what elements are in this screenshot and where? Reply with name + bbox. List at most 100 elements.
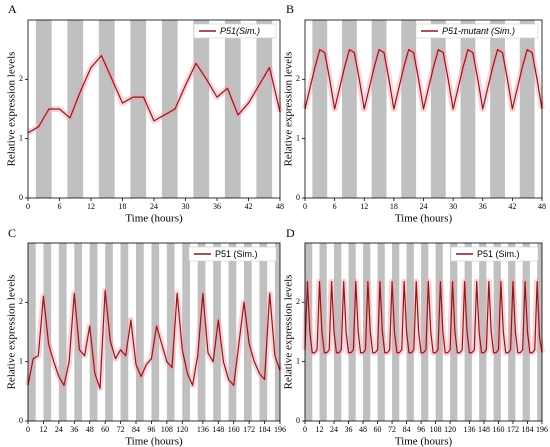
dark-period	[224, 20, 241, 198]
dark-period	[89, 243, 98, 421]
x-tick-label: 48	[276, 202, 284, 211]
x-tick-label: 18	[390, 202, 398, 211]
y-tick-label: 1	[296, 133, 300, 142]
y-tick-label: 2	[19, 297, 23, 306]
x-tick-label: 84	[403, 425, 411, 434]
dark-period	[197, 243, 206, 421]
y-tick-label: 2	[296, 297, 300, 306]
x-tick-label: 148	[212, 425, 224, 434]
y-tick-label: 0	[19, 416, 23, 425]
x-tick-label: 6	[333, 202, 337, 211]
y-axis-label: Relative expression levels	[283, 52, 295, 167]
dark-period	[334, 243, 342, 421]
y-tick-label: 2	[19, 74, 23, 83]
axes-frame	[304, 19, 543, 199]
x-tick-label: 184	[259, 425, 271, 434]
x-tick-label: 160	[228, 425, 240, 434]
dark-period	[319, 243, 327, 421]
y-tick-label: 1	[19, 133, 23, 142]
dark-period	[130, 20, 147, 198]
x-tick-label: 136	[197, 425, 209, 434]
series-line	[27, 289, 281, 389]
dark-period	[161, 20, 178, 198]
dark-period	[28, 243, 36, 421]
x-tick-label: 42	[508, 202, 516, 211]
dark-period	[35, 20, 52, 198]
panel-label: A	[8, 2, 17, 16]
dark-period	[98, 20, 115, 198]
x-tick-label: 24	[420, 202, 428, 211]
x-tick-label: 24	[150, 202, 158, 211]
dark-period	[464, 243, 472, 421]
y-axis-label: Relative expression levels	[6, 275, 18, 390]
y-tick-label: 1	[19, 356, 23, 365]
dark-period	[421, 243, 429, 421]
x-tick-label: 196	[274, 425, 286, 434]
dark-period	[256, 20, 273, 198]
y-axis-label: Relative expression levels	[6, 52, 18, 167]
x-tick-label: 136	[463, 425, 475, 434]
series-line	[304, 49, 543, 110]
dark-period	[259, 243, 268, 421]
x-tick-label: 196	[536, 425, 548, 434]
x-tick-label: 12	[87, 202, 95, 211]
x-tick-label: 24	[55, 425, 63, 434]
dark-period	[193, 20, 210, 198]
x-axis-label: Time (hours)	[395, 436, 453, 447]
x-tick-label: 108	[430, 425, 442, 434]
x-tick-label: 60	[101, 425, 109, 434]
axes-frame	[27, 19, 281, 199]
y-tick-label: 0	[19, 193, 23, 202]
y-tick-label: 1	[296, 356, 300, 365]
legend-label: P51 (Sim.)	[215, 249, 258, 259]
x-tick-label: 148	[478, 425, 490, 434]
x-tick-label: 6	[58, 202, 62, 211]
x-tick-label: 0	[303, 202, 307, 211]
x-tick-label: 72	[117, 425, 125, 434]
dark-period	[67, 20, 84, 198]
dark-period	[136, 243, 144, 421]
dark-period	[493, 243, 501, 421]
x-tick-label: 0	[26, 202, 30, 211]
series-line	[304, 280, 543, 354]
dark-period	[377, 243, 385, 421]
x-tick-label: 172	[507, 425, 519, 434]
dark-period	[274, 243, 280, 421]
x-tick-label: 184	[521, 425, 533, 434]
x-tick-label: 160	[492, 425, 504, 434]
y-tick-label: 0	[296, 416, 300, 425]
x-tick-label: 108	[161, 425, 173, 434]
dark-period	[305, 243, 313, 421]
axes-frame	[304, 242, 543, 422]
y-tick-label: 0	[296, 193, 300, 202]
x-tick-label: 30	[182, 202, 190, 211]
dark-period	[406, 243, 414, 421]
legend-box	[450, 246, 539, 262]
dark-period	[392, 243, 400, 421]
x-tick-label: 120	[444, 425, 456, 434]
x-tick-label: 24	[330, 425, 338, 434]
x-tick-label: 60	[374, 425, 382, 434]
legend-box	[188, 246, 277, 262]
legend-box	[193, 23, 277, 39]
x-axis-label: Time (hours)	[395, 213, 453, 225]
x-tick-label: 172	[243, 425, 255, 434]
x-tick-label: 48	[359, 425, 367, 434]
x-axis-label: Time (hours)	[125, 213, 183, 225]
x-tick-label: 120	[176, 425, 188, 434]
x-tick-label: 48	[86, 425, 94, 434]
x-axis-label: Time (hours)	[125, 436, 183, 447]
x-tick-label: 0	[303, 425, 307, 434]
series-halo	[302, 46, 545, 112]
x-tick-label: 12	[360, 202, 368, 211]
x-tick-label: 0	[26, 425, 30, 434]
dark-period	[120, 243, 129, 421]
panel-label: D	[286, 226, 295, 240]
x-tick-label: 30	[449, 202, 457, 211]
panel-label: C	[8, 226, 16, 240]
